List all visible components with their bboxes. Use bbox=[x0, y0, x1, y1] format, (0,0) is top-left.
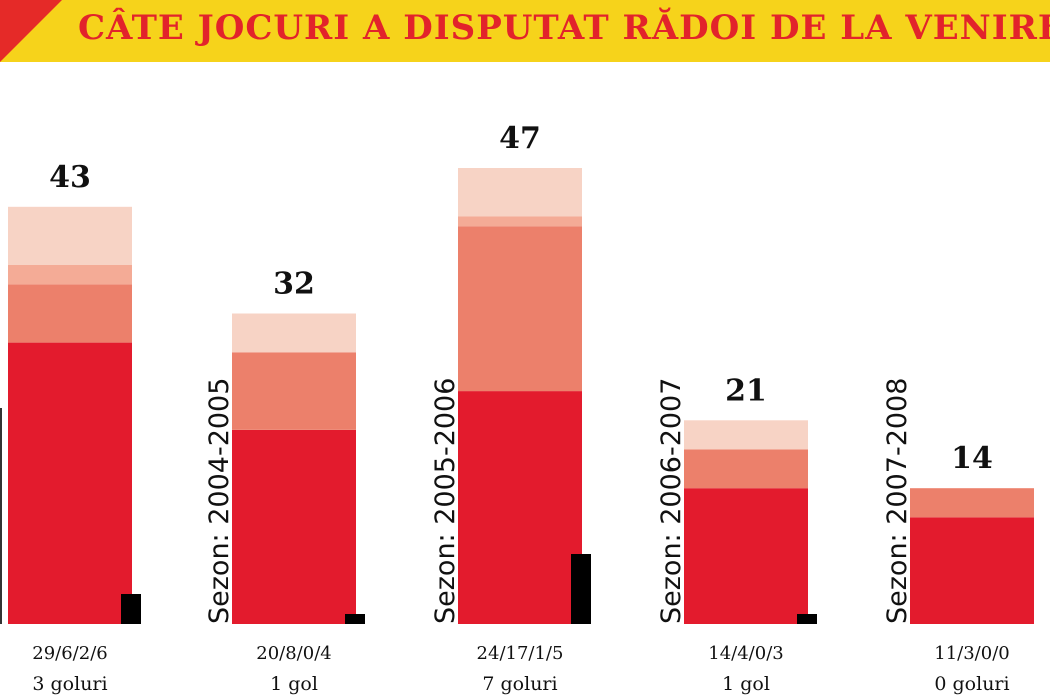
goals-label: 1 gol bbox=[270, 673, 318, 695]
total-label: 32 bbox=[273, 267, 315, 302]
goals-label: 1 gol bbox=[722, 673, 770, 695]
season-label: Sezon: 2007-2008 bbox=[882, 378, 913, 624]
total-label: 21 bbox=[725, 373, 767, 408]
bar-segment bbox=[684, 420, 808, 450]
bar-segment bbox=[458, 226, 582, 392]
total-label: 47 bbox=[499, 121, 541, 156]
bar-segment bbox=[910, 517, 1034, 624]
total-label: 14 bbox=[951, 441, 993, 476]
season-label: Sezon: 2005-2006 bbox=[430, 378, 461, 624]
breakdown-label: 20/8/0/4 bbox=[256, 643, 331, 664]
bar-segment bbox=[232, 430, 356, 624]
chart-title: CÂTE JOCURI A DISPUTAT RĂDOI DE LA VENIR… bbox=[78, 8, 1050, 48]
bar-segment bbox=[8, 342, 132, 624]
bar-segment bbox=[458, 216, 582, 227]
goals-bar bbox=[571, 554, 591, 624]
bar-segment bbox=[232, 352, 356, 430]
season-label: Sezon: 2004-2005 bbox=[204, 378, 235, 624]
goals-bar bbox=[345, 614, 365, 624]
season-label: Sezon: 2006-2007 bbox=[656, 378, 687, 624]
goals-label: 0 goluri bbox=[934, 673, 1009, 695]
breakdown-label: 29/6/2/6 bbox=[32, 643, 107, 664]
bar-segment bbox=[458, 168, 582, 217]
breakdown-label: 24/17/1/5 bbox=[477, 643, 564, 664]
breakdown-label: 11/3/0/0 bbox=[934, 643, 1009, 664]
goals-bar bbox=[121, 594, 141, 624]
goals-label: 7 goluri bbox=[482, 673, 557, 695]
bar-segment bbox=[684, 488, 808, 624]
header-corner-accent bbox=[0, 0, 62, 62]
bar-segment bbox=[232, 313, 356, 353]
bar-chart: 43 29/6/2/6 3 goluri 32 Sezon: 2004-2005 20/8… bbox=[0, 121, 1034, 695]
breakdown-label: 14/4/0/3 bbox=[708, 643, 783, 664]
bar-segment bbox=[8, 265, 132, 285]
goals-bar bbox=[797, 614, 817, 624]
header-bar: CÂTE JOCURI A DISPUTAT RĂDOI DE LA VENIR… bbox=[0, 0, 1050, 62]
bar-segment bbox=[684, 449, 808, 489]
bar-segment bbox=[8, 206, 132, 265]
bar-segment bbox=[8, 284, 132, 343]
goals-label: 3 goluri bbox=[32, 673, 107, 695]
bar-segment bbox=[458, 391, 582, 624]
bar-segment bbox=[910, 488, 1034, 518]
total-label: 43 bbox=[49, 160, 91, 195]
